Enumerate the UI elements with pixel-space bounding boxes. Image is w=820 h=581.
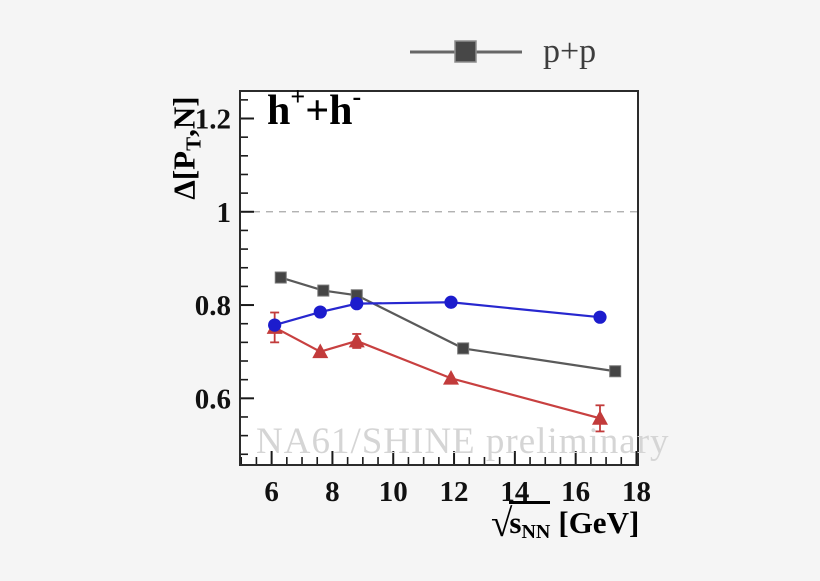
plot-title-sup1: + — [290, 82, 306, 111]
x-title-subscript: NN — [521, 521, 551, 543]
x-tick-label: 18 — [622, 476, 651, 508]
plot-title-base1: h — [267, 88, 291, 134]
watermark: NA61/SHINE preliminary — [256, 421, 670, 462]
y-tick-label: 1.2 — [195, 104, 231, 136]
legend-square-marker-icon — [410, 40, 522, 63]
y-axis-title: Δ[PT,N] — [166, 96, 206, 200]
y-tick-label: 0.6 — [195, 383, 231, 415]
x-tick-label: 6 — [264, 476, 279, 508]
x-tick-label: 16 — [561, 476, 590, 508]
x-tick-label: 8 — [325, 476, 340, 508]
x-title-unit: [GeV] — [558, 505, 640, 540]
data-point-square — [274, 271, 287, 284]
data-point-square — [457, 342, 470, 355]
y-tick-label: 1 — [217, 197, 232, 229]
x-title-s: s — [509, 505, 522, 540]
y-tick-label: 0.8 — [195, 290, 231, 322]
data-point-triangle — [312, 343, 329, 359]
data-point-circle — [593, 310, 607, 324]
plot-area — [240, 91, 638, 465]
sqrt-icon: √ — [491, 502, 513, 545]
x-tick-label: 14 — [500, 476, 529, 508]
plot-title: h++h- — [267, 84, 361, 134]
data-point-square — [609, 365, 622, 378]
plot-title-sup2: - — [352, 82, 362, 111]
x-tick-label: 12 — [440, 476, 469, 508]
legend: p+p — [410, 33, 596, 71]
data-point-circle — [268, 318, 282, 332]
y-title-subscript: T — [181, 136, 206, 151]
x-tick-label: 10 — [379, 476, 408, 508]
data-point-triangle — [348, 332, 365, 348]
plot-title-base2: +h — [305, 88, 353, 134]
data-point-circle — [313, 305, 327, 319]
data-point-circle — [444, 295, 458, 309]
y-title-end: ,N] — [166, 96, 202, 137]
data-point-circle — [350, 297, 364, 311]
data-point-square — [317, 284, 330, 297]
x-axis-title: √sNN [GeV] — [491, 501, 640, 543]
legend-label: p+p — [543, 33, 597, 70]
plot-frame — [239, 90, 639, 466]
data-point-triangle — [443, 370, 460, 385]
data-point-triangle — [591, 410, 608, 425]
y-title-main: Δ[P — [166, 150, 202, 200]
